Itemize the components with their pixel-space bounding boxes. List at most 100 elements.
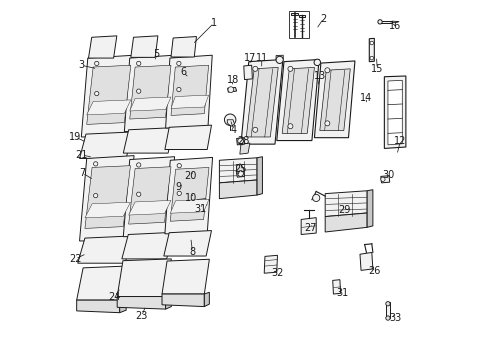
Text: 1: 1 — [210, 18, 217, 28]
Polygon shape — [227, 120, 234, 126]
Circle shape — [136, 163, 141, 167]
Text: 29: 29 — [337, 206, 350, 216]
Polygon shape — [264, 255, 277, 273]
Circle shape — [369, 41, 373, 45]
Circle shape — [237, 171, 243, 176]
Text: 21: 21 — [75, 150, 88, 160]
Polygon shape — [204, 292, 209, 307]
Polygon shape — [197, 199, 206, 206]
Circle shape — [369, 56, 373, 60]
Polygon shape — [86, 100, 131, 115]
Polygon shape — [122, 232, 173, 259]
Polygon shape — [170, 199, 208, 213]
Circle shape — [93, 193, 98, 198]
Polygon shape — [359, 252, 372, 270]
Circle shape — [324, 121, 329, 126]
Polygon shape — [276, 59, 319, 140]
Text: 4: 4 — [230, 125, 236, 135]
Polygon shape — [244, 65, 252, 80]
Text: 32: 32 — [271, 268, 283, 278]
Text: 12: 12 — [393, 136, 406, 145]
Polygon shape — [129, 65, 171, 119]
Text: 16: 16 — [388, 21, 401, 31]
Polygon shape — [319, 69, 349, 131]
Text: 9: 9 — [175, 182, 181, 192]
Text: 22: 22 — [69, 254, 81, 264]
Text: 31: 31 — [335, 288, 347, 298]
Polygon shape — [128, 201, 171, 215]
Text: 19: 19 — [69, 132, 81, 142]
Circle shape — [313, 59, 320, 66]
Polygon shape — [219, 180, 257, 199]
Polygon shape — [246, 67, 278, 137]
Text: 2: 2 — [320, 14, 326, 24]
Polygon shape — [301, 218, 316, 234]
Polygon shape — [227, 87, 236, 92]
Text: 14: 14 — [360, 93, 372, 103]
Text: 20: 20 — [183, 171, 196, 181]
Text: 30: 30 — [382, 170, 394, 180]
Polygon shape — [117, 297, 165, 309]
Text: 31: 31 — [194, 204, 206, 214]
Polygon shape — [123, 157, 174, 237]
Circle shape — [385, 302, 389, 306]
Circle shape — [93, 162, 98, 166]
Polygon shape — [282, 67, 314, 134]
Polygon shape — [88, 36, 117, 58]
Circle shape — [94, 61, 99, 66]
Text: 5: 5 — [153, 49, 160, 59]
Circle shape — [176, 87, 181, 92]
Text: 11: 11 — [255, 53, 267, 63]
Polygon shape — [236, 138, 244, 145]
Circle shape — [177, 191, 181, 195]
Circle shape — [380, 177, 384, 181]
Polygon shape — [86, 65, 131, 125]
Circle shape — [177, 163, 181, 168]
Text: 6: 6 — [180, 67, 186, 77]
Polygon shape — [276, 55, 283, 60]
Polygon shape — [165, 295, 171, 309]
Circle shape — [136, 89, 141, 93]
Text: 3: 3 — [78, 60, 84, 70]
Polygon shape — [368, 39, 373, 62]
Text: 8: 8 — [189, 247, 195, 257]
Polygon shape — [384, 76, 405, 148]
Polygon shape — [236, 164, 244, 177]
Polygon shape — [290, 13, 298, 15]
Polygon shape — [162, 259, 209, 294]
Polygon shape — [298, 15, 304, 17]
Text: 27: 27 — [304, 224, 316, 233]
Polygon shape — [81, 55, 134, 137]
Polygon shape — [162, 294, 204, 307]
Polygon shape — [163, 230, 211, 256]
Text: 13: 13 — [313, 71, 325, 81]
Polygon shape — [80, 132, 132, 158]
Circle shape — [237, 138, 243, 144]
Circle shape — [385, 316, 389, 320]
Polygon shape — [80, 156, 134, 241]
Polygon shape — [164, 125, 211, 149]
Polygon shape — [366, 190, 372, 227]
Polygon shape — [78, 236, 132, 263]
Polygon shape — [120, 298, 126, 313]
Polygon shape — [239, 143, 249, 154]
Text: 17: 17 — [244, 53, 256, 63]
Circle shape — [176, 61, 181, 66]
Polygon shape — [325, 213, 366, 232]
Polygon shape — [85, 166, 130, 228]
Polygon shape — [314, 61, 354, 138]
Text: 18: 18 — [226, 75, 239, 85]
Polygon shape — [332, 280, 340, 294]
Text: 10: 10 — [184, 193, 197, 203]
Circle shape — [224, 114, 235, 126]
Polygon shape — [117, 259, 171, 297]
Polygon shape — [386, 302, 389, 318]
Polygon shape — [387, 80, 402, 145]
Text: 24: 24 — [108, 292, 121, 302]
Polygon shape — [380, 176, 389, 183]
Polygon shape — [128, 167, 171, 224]
Circle shape — [377, 20, 382, 24]
Circle shape — [227, 87, 233, 93]
Circle shape — [324, 68, 329, 73]
Polygon shape — [325, 191, 366, 217]
